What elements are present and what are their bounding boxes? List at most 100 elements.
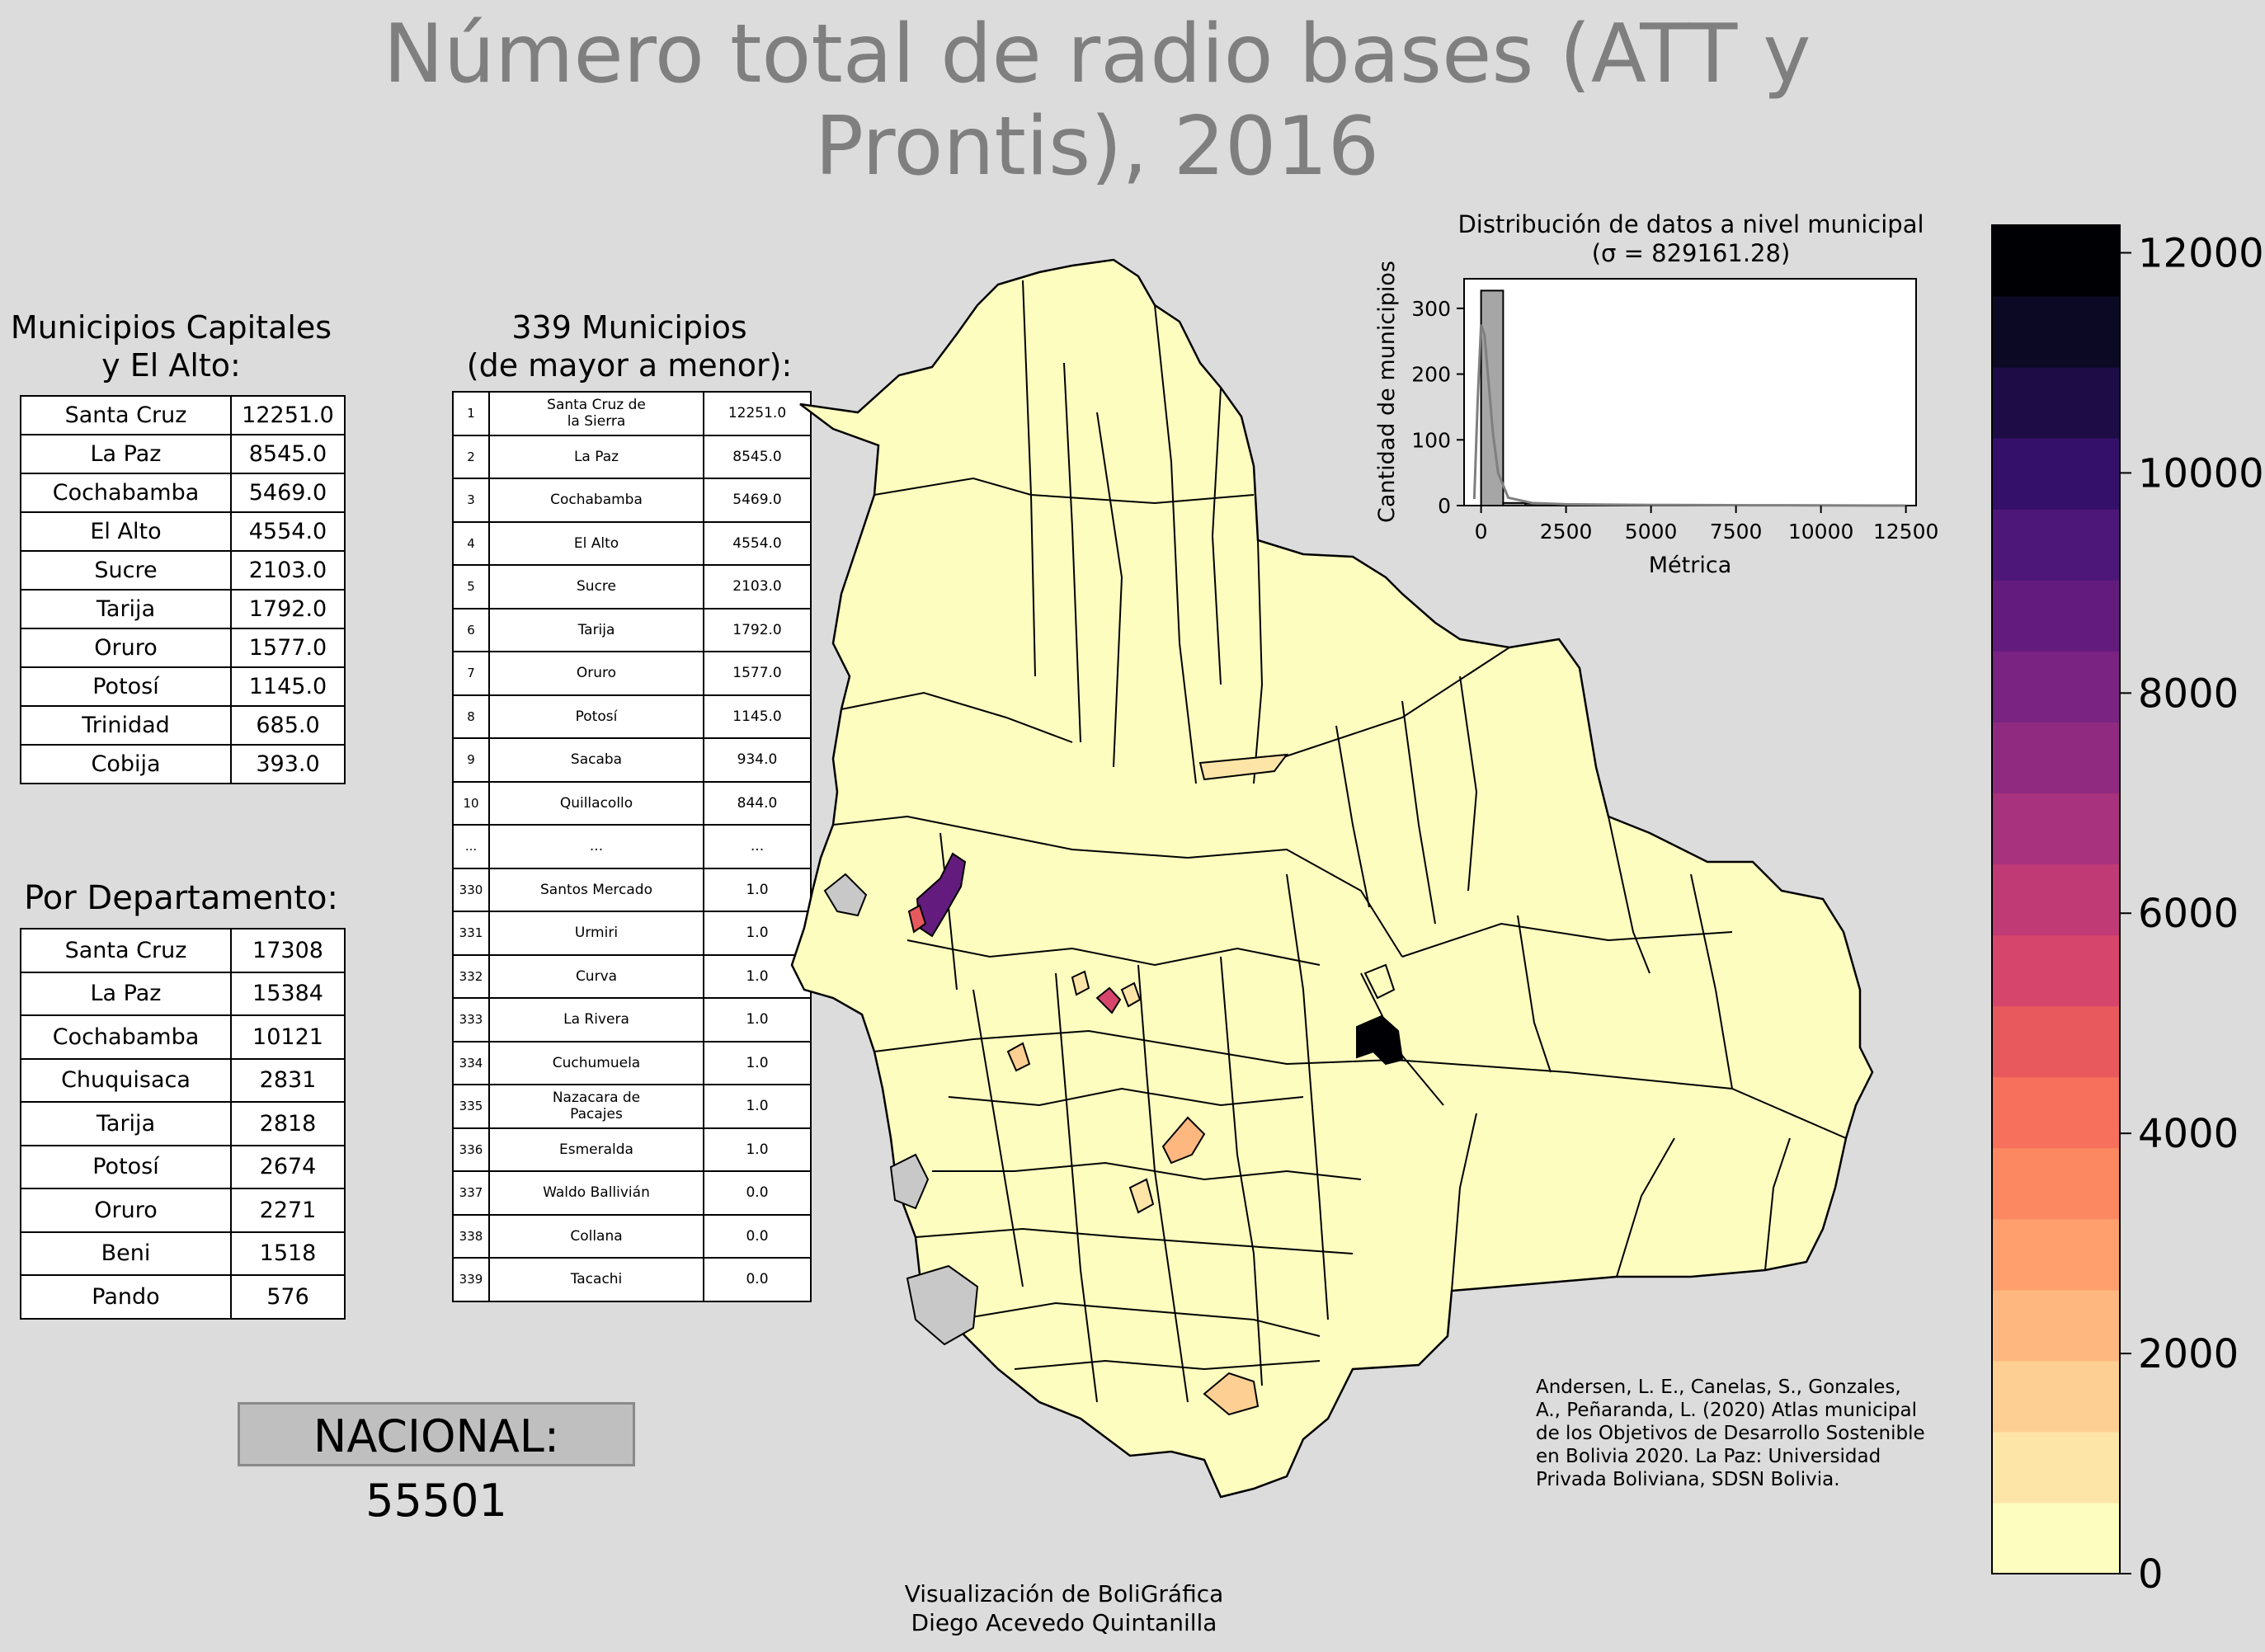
municipio-rank: 5 bbox=[452, 564, 490, 609]
capital-name: Trinidad bbox=[20, 705, 232, 746]
colorbar-step bbox=[1992, 1147, 2120, 1220]
capitales-title-line-1: Municipios Capitales bbox=[10, 309, 332, 346]
municipio-row: 335 Nazacara de Pacajes 1.0 bbox=[452, 1084, 812, 1129]
capitales-table: Santa Cruz 12251.0 La Paz 8545.0 Cochabamba 5… bbox=[20, 395, 346, 784]
colorbar-step bbox=[1992, 438, 2120, 510]
departamento-name: Chuquisaca bbox=[20, 1057, 232, 1103]
capital-row: Cochabamba 5469.0 bbox=[20, 473, 346, 513]
histogram-xtick-label: 10000 bbox=[1788, 520, 1854, 544]
credit-line-1: Visualización de BoliGráfica bbox=[904, 1580, 1224, 1607]
municipio-rank: ... bbox=[452, 824, 490, 869]
municipio-value: 8545.0 bbox=[703, 434, 812, 479]
capital-row: Cobija 393.0 bbox=[20, 744, 346, 784]
colorbar-step bbox=[1992, 934, 2120, 1007]
municipio-row: 9 Sacaba 934.0 bbox=[452, 737, 812, 783]
municipio-value: 1.0 bbox=[703, 1084, 812, 1129]
capital-name: Cochabamba bbox=[20, 473, 232, 513]
capital-value: 5469.0 bbox=[230, 473, 346, 513]
colorbar-step bbox=[1992, 1502, 2120, 1574]
municipio-name-line: Cuchumuela bbox=[552, 1054, 641, 1071]
municipio-rank: 1 bbox=[452, 391, 490, 436]
municipio-name-line: Esmeralda bbox=[559, 1141, 633, 1158]
municipal-boundary bbox=[1096, 412, 1123, 768]
municipal-boundary bbox=[1137, 964, 1189, 1403]
departamento-row: La Paz 15384 bbox=[20, 971, 346, 1016]
country-outline bbox=[790, 258, 1874, 1499]
salar-uyuni bbox=[906, 1264, 979, 1346]
map-region-santa-cruz bbox=[1356, 1014, 1404, 1066]
municipio-row: 330 Santos Mercado 1.0 bbox=[452, 867, 812, 912]
municipio-name-line: Sacaba bbox=[570, 751, 623, 769]
municipio-row: 334 Cuchumuela 1.0 bbox=[452, 1040, 812, 1085]
departamento-row: Pando 576 bbox=[20, 1274, 346, 1320]
municipio-row: 5 Sucre 2103.0 bbox=[452, 564, 812, 609]
municipio-row: 338 Collana 0.0 bbox=[452, 1213, 812, 1259]
municipio-value: 1.0 bbox=[703, 867, 812, 912]
citation: Andersen, L. E., Canelas, S., Gonzales, … bbox=[1536, 1376, 1932, 1491]
capital-value: 1792.0 bbox=[230, 589, 346, 629]
departamento-row: Beni 1518 bbox=[20, 1231, 346, 1276]
municipio-name: ... bbox=[488, 824, 704, 869]
municipio-row: 332 Curva 1.0 bbox=[452, 953, 812, 999]
municipio-rank: 338 bbox=[452, 1213, 490, 1259]
municipios-table: 1 Santa Cruz de la Sierra 12251.0 2 La Paz 854… bbox=[452, 391, 812, 1302]
histogram-xtick-label: 5000 bbox=[1625, 520, 1678, 544]
municipio-rank: 8 bbox=[452, 694, 490, 739]
municipio-name-line: Potosí bbox=[575, 708, 618, 725]
municipio-name: Esmeralda bbox=[488, 1127, 704, 1172]
departamento-name: Tarija bbox=[20, 1101, 232, 1146]
municipio-value: 0.0 bbox=[703, 1213, 812, 1259]
municipio-name: Waldo Ballivián bbox=[488, 1170, 704, 1216]
municipio-name-line: Cochabamba bbox=[550, 492, 643, 509]
map-region-cochabamba bbox=[1095, 986, 1122, 1014]
municipal-boundary bbox=[1063, 362, 1081, 743]
capital-value: 2103.0 bbox=[230, 550, 346, 591]
municipio-name-line: Santa Cruz de bbox=[547, 397, 646, 414]
departamento-name: Santa Cruz bbox=[20, 928, 232, 973]
colorbar-step bbox=[1992, 225, 2120, 297]
municipio-name: La Paz bbox=[488, 434, 704, 479]
map-region-tarija bbox=[1203, 1372, 1260, 1416]
bolivia-choropleth-map bbox=[790, 258, 1874, 1499]
municipio-rank: 9 bbox=[452, 737, 490, 783]
colorbar-step bbox=[1992, 1289, 2120, 1362]
municipio-value: 1145.0 bbox=[703, 694, 812, 739]
municipio-value: 1.0 bbox=[703, 1040, 812, 1085]
capital-name: Tarija bbox=[20, 589, 232, 629]
colorbar-tick-label: 2000 bbox=[2138, 1331, 2239, 1377]
capital-value: 393.0 bbox=[230, 744, 346, 784]
municipio-row: 10 Quillacollo 844.0 bbox=[452, 780, 812, 826]
municipio-rank: 4 bbox=[452, 520, 490, 566]
municipio-name: Urmiri bbox=[488, 911, 704, 956]
municipio-value: 2103.0 bbox=[703, 564, 812, 609]
municipio-name: Potosí bbox=[488, 694, 704, 739]
municipal-boundary bbox=[1401, 922, 1733, 958]
lake-titicaca bbox=[823, 873, 868, 917]
capital-name: Santa Cruz bbox=[20, 395, 232, 435]
municipios-title-line-2: (de mayor a menor): bbox=[466, 347, 793, 384]
map-region-oruro bbox=[1006, 1042, 1031, 1072]
colorbar-legend: 0 2000 4000 6000 8000 10000 12000 bbox=[1991, 224, 2264, 1598]
municipio-value: 12251.0 bbox=[703, 391, 812, 436]
municipio-name-line: Pacajes bbox=[570, 1106, 623, 1123]
municipio-name: Cochabamba bbox=[488, 478, 704, 523]
map-region-potosi bbox=[1128, 1178, 1155, 1214]
colorbar-tick-label: 8000 bbox=[2138, 671, 2239, 717]
municipios-title-line-1: 339 Municipios bbox=[511, 309, 747, 346]
colorbar-tick-label: 10000 bbox=[2138, 450, 2264, 497]
departamento-row: Potosí 2674 bbox=[20, 1144, 346, 1189]
capital-row: El Alto 4554.0 bbox=[20, 511, 346, 552]
municipio-value: 0.0 bbox=[703, 1257, 812, 1302]
municipio-row: 339 Tacachi 0.0 bbox=[452, 1257, 812, 1302]
citation-line: A., Peñaranda, L. (2020) Atlas municipal bbox=[1536, 1400, 1917, 1421]
municipio-name-line: Waldo Ballivián bbox=[543, 1184, 650, 1202]
municipal-boundary bbox=[1401, 700, 1436, 925]
capitales-title: Municipios Capitales y El Alto: bbox=[0, 308, 342, 384]
municipio-value: 1.0 bbox=[703, 911, 812, 956]
colorbar-tick-label: 0 bbox=[2138, 1551, 2164, 1598]
histogram-xtick-label: 12500 bbox=[1873, 520, 1939, 544]
departamento-row: Tarija 2818 bbox=[20, 1101, 346, 1146]
departamento-row: Santa Cruz 17308 bbox=[20, 928, 346, 973]
capitales-title-line-2: y El Alto: bbox=[101, 347, 241, 384]
colorbar-step bbox=[1992, 1076, 2120, 1149]
